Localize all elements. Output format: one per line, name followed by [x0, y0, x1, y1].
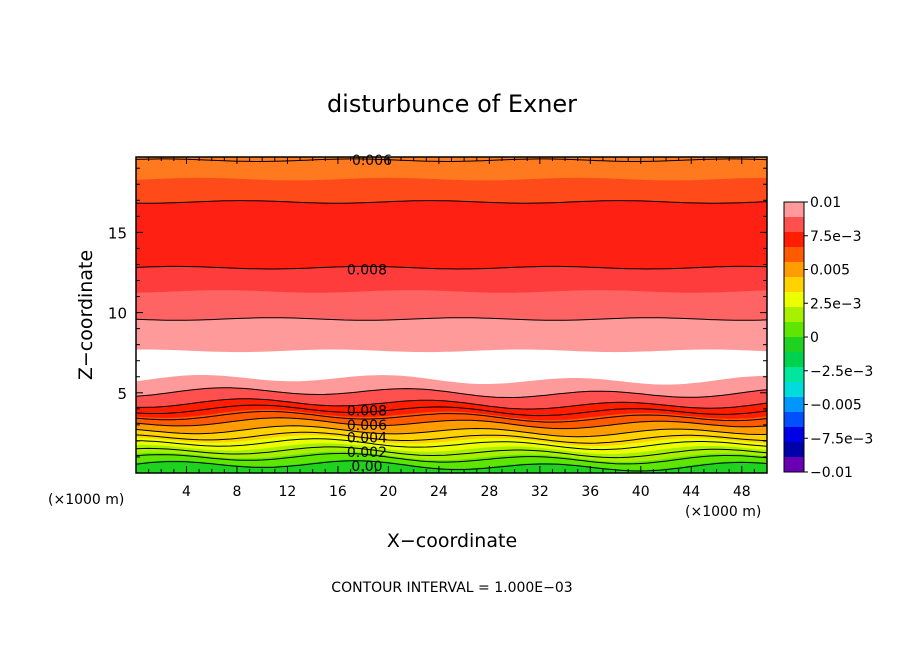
- colorbar-swatch: [784, 412, 804, 428]
- contour-line-5: [135, 398, 768, 410]
- colorbar-swatch: [784, 262, 804, 278]
- colorbar-swatch: [784, 277, 804, 293]
- x-tick-label: 8: [232, 484, 241, 500]
- colorbar-label: 0.005: [810, 263, 850, 279]
- colorbar-swatch: [784, 352, 804, 368]
- colorbar-swatch: [784, 292, 804, 308]
- contour-line-8: [135, 417, 768, 430]
- colorbar-swatch: [784, 442, 804, 458]
- contour-line-11: [135, 438, 768, 451]
- colorbar-label: 0.01: [810, 195, 841, 211]
- contour-line-4: [135, 387, 768, 398]
- contour-label-3: 0.006: [347, 418, 387, 434]
- contour-line-10: [135, 431, 768, 444]
- x-tick-label: 48: [733, 484, 751, 500]
- contour-line-6: [135, 404, 768, 417]
- colorbar-swatch: [784, 232, 804, 248]
- colorbar-swatch: [784, 247, 804, 263]
- contour-lines: [135, 158, 768, 472]
- contour-line-9: [135, 425, 768, 438]
- field-band-4: [135, 290, 768, 321]
- y-unit-label: (×1000 m): [48, 492, 124, 508]
- y-tick-label: 15: [108, 224, 127, 242]
- colorbar-swatch: [784, 367, 804, 383]
- y-tick-label: 5: [117, 385, 127, 403]
- contour-line-2: [135, 265, 768, 270]
- contour-line-12: [135, 446, 768, 459]
- y-tick-label: 10: [108, 305, 127, 323]
- contour-line-7: [135, 411, 768, 423]
- x-axis-label: X−coordinate: [387, 530, 517, 552]
- colorbar-swatch: [784, 397, 804, 413]
- colorbar-swatch: [784, 427, 804, 443]
- colorbar-swatch: [784, 217, 804, 233]
- colorbar-swatch: [784, 382, 804, 398]
- colorbar-swatch: [784, 457, 804, 473]
- colorbar-swatch: [784, 322, 804, 338]
- axis-ticks: [136, 157, 767, 473]
- contour-label-5: 0.002: [347, 445, 387, 461]
- colorbar-label: −0.01: [810, 465, 853, 481]
- colorbar-label: 2.5e−3: [810, 296, 862, 312]
- contour-interval-text: CONTOUR INTERVAL = 1.000E−03: [331, 580, 572, 596]
- colorbar-labels: 0.01 7.5e−3 0.005 2.5e−3 0 −2.5e−3 −0.005 −7.5e…: [810, 195, 873, 481]
- y-tick-labels: 5 10 15: [108, 224, 127, 402]
- y-axis-label: Z−coordinate: [75, 250, 97, 380]
- x-unit-label: (×1000 m): [685, 504, 761, 520]
- field-band-3: [135, 266, 768, 294]
- field-band-1: [135, 177, 768, 204]
- contour-label-4: 0.004: [347, 431, 387, 447]
- contour-label-1: 0.008: [347, 262, 387, 278]
- colorbar-label: −0.005: [810, 398, 862, 414]
- contour-line-13: [135, 452, 768, 465]
- x-tick-label: 12: [279, 484, 297, 500]
- colorbar-label: −7.5e−3: [810, 431, 873, 447]
- contour-field: [135, 156, 768, 474]
- contour-label-6: 0.00: [351, 459, 382, 475]
- x-tick-label: 44: [682, 484, 700, 500]
- x-tick-label: 32: [531, 484, 549, 500]
- x-tick-label: 20: [379, 484, 397, 500]
- contour-line-0: [135, 158, 768, 162]
- x-tick-label: 36: [581, 484, 599, 500]
- chart-title: disturbunce of Exner: [327, 90, 577, 118]
- field-band-5: [135, 317, 768, 353]
- contour-line-3: [135, 317, 768, 321]
- contour-label-0: 0.006: [352, 153, 392, 169]
- colorbar-label: 7.5e−3: [810, 229, 862, 245]
- colorbar: [783, 201, 808, 473]
- x-tick-label: 24: [430, 484, 448, 500]
- colorbar-swatch: [784, 307, 804, 323]
- colorbar-swatch: [784, 337, 804, 353]
- colorbar-label: 0: [810, 330, 819, 346]
- field-band-2: [135, 200, 768, 270]
- contour-line-1: [135, 200, 768, 204]
- contour-label-2: 0.008: [347, 403, 387, 419]
- x-tick-label: 4: [182, 484, 191, 500]
- x-tick-label: 16: [329, 484, 347, 500]
- colorbar-label: −2.5e−3: [810, 364, 873, 380]
- x-tick-label: 28: [480, 484, 498, 500]
- x-tick-label: 40: [632, 484, 650, 500]
- x-tick-labels: 4 8 12 16 20 24 28 32 36 40 44 48: [182, 484, 751, 500]
- colorbar-swatch: [784, 202, 804, 218]
